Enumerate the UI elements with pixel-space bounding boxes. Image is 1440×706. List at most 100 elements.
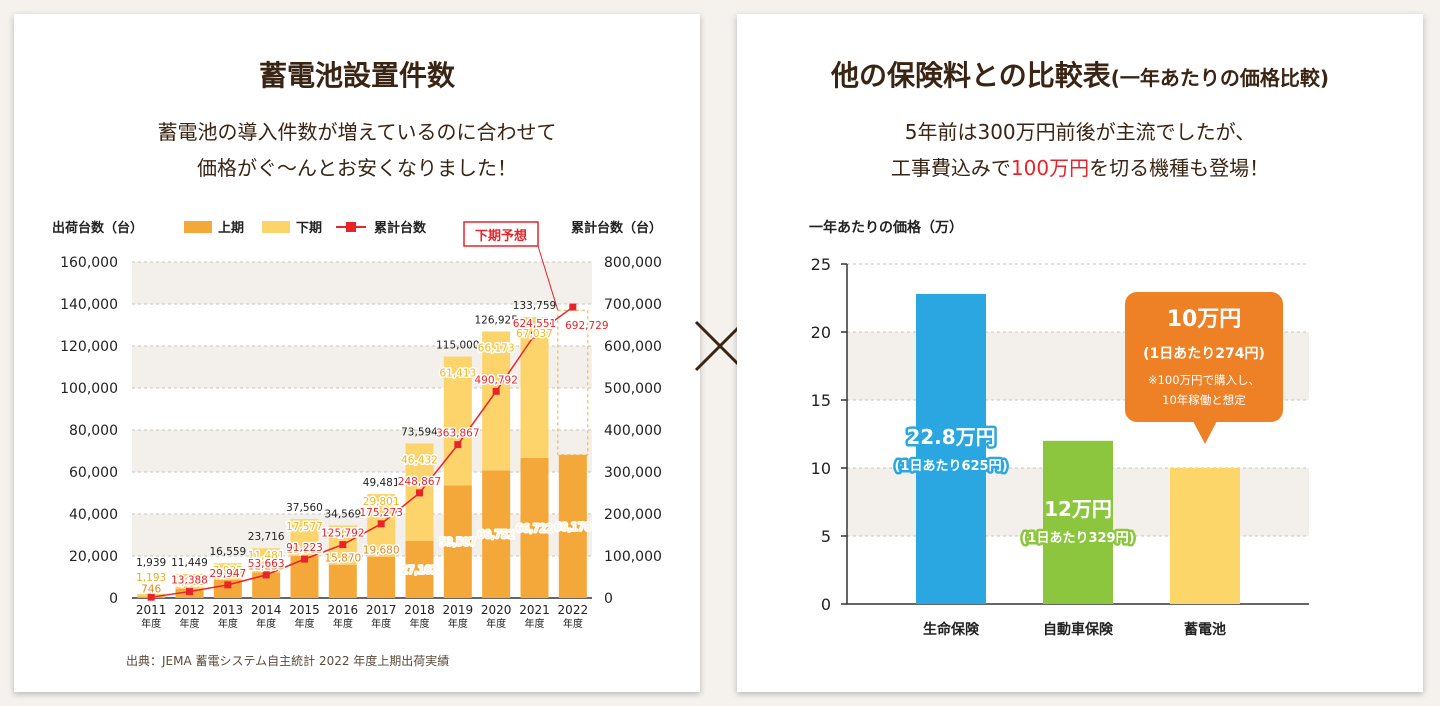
x-tick-label: 2018 xyxy=(404,603,435,617)
data-label-cumulative: 363,867 xyxy=(436,428,479,440)
data-label-total: 34,569 xyxy=(324,508,361,520)
data-label-first-half: 15,870 xyxy=(324,553,361,565)
grid-band xyxy=(132,430,592,472)
bar-second-half xyxy=(252,548,281,573)
data-label-second-half-halo: 11,481 xyxy=(248,550,285,562)
right-subtitle-2: 工事費込みで100万円を切る機種も登場！ xyxy=(737,150,1423,186)
data-label-first-half: 66,722 xyxy=(516,523,553,535)
data-label-second-half: 7,935 xyxy=(213,565,243,577)
x-tick-suffix: 年度 xyxy=(448,617,468,630)
data-label-first-half-halo: 19,983 xyxy=(286,544,323,556)
data-label-second-half: 17,577 xyxy=(286,521,323,533)
bar-label-sub-outline: (1日あたり329円) xyxy=(1021,531,1134,546)
legend-swatch-first-half xyxy=(184,221,212,233)
data-label-second-half-halo: 7,935 xyxy=(213,565,243,577)
data-label-first-half-halo: 746 xyxy=(141,583,161,595)
data-label-total: 16,559 xyxy=(209,546,246,558)
y-right-tick-label: 800,000 xyxy=(604,255,662,271)
data-label-cumulative-halo: 125,792 xyxy=(321,528,364,540)
right-subtitle-2-pre: 工事費込みで xyxy=(890,156,1011,180)
cumulative-point xyxy=(569,303,577,311)
x-tick-label: 2016 xyxy=(328,603,359,617)
bar-second-half xyxy=(290,519,319,557)
data-label-second-half: 61,413 xyxy=(439,368,476,380)
bar-first-half xyxy=(213,579,242,598)
data-label-first-half-halo: 12,235 xyxy=(248,560,285,572)
cumulative-point xyxy=(301,555,308,563)
data-label-second-half-halo: 46,432 xyxy=(401,454,438,466)
data-label-first-half: 53,587 xyxy=(439,537,476,549)
bar-second-half xyxy=(443,356,472,486)
data-label-first-half: 8,624 xyxy=(213,568,243,580)
data-label-first-half: 19,680 xyxy=(363,545,400,557)
data-label-second-half: 29,801 xyxy=(363,496,400,508)
data-label-first-half: 19,983 xyxy=(286,544,323,556)
y-tick-label: 20 xyxy=(811,323,831,342)
x-tick-label: 2020 xyxy=(481,603,512,617)
data-label-second-half: 1,193 xyxy=(136,572,166,584)
y-right-tick-label: 100,000 xyxy=(604,549,662,565)
bar-label-main: 12万円 xyxy=(1044,497,1112,521)
right-subtitle-1: 5年前は300万円前後が主流でしたが、 xyxy=(904,120,1256,144)
data-label-cumulative: 125,792 xyxy=(321,528,364,540)
y-left-tick-label: 40,000 xyxy=(69,507,118,523)
x-tick-label: 2011 xyxy=(136,603,167,617)
data-label-second-half-halo: 61,413 xyxy=(439,368,476,380)
grid-band xyxy=(132,262,592,304)
x-tick-suffix: 年度 xyxy=(295,617,315,630)
data-label-cumulative: 53,663 xyxy=(248,558,285,570)
cumulative-point xyxy=(186,588,193,596)
data-label-second-half: 7,001 xyxy=(174,576,204,588)
x-tick-suffix: 年度 xyxy=(256,617,276,630)
data-label-second-half-halo: 7,001 xyxy=(174,576,204,588)
data-label-cumulative-halo: 248,867 xyxy=(398,476,441,488)
y-left-axis-title: 出荷台数（台） xyxy=(52,220,143,236)
cumulative-point xyxy=(492,387,500,395)
data-label-second-half-halo: 67,037 xyxy=(516,328,553,340)
data-label-first-half: 746 xyxy=(141,583,161,595)
bar-first-half xyxy=(482,470,511,598)
x-tick-label: 蓄電池 xyxy=(1184,621,1226,638)
bar-label-sub: (1日あたり625円) xyxy=(894,459,1007,474)
x-tick-suffix: 年度 xyxy=(141,617,161,630)
x-tick-suffix: 年度 xyxy=(525,617,545,630)
grid-band xyxy=(132,346,592,388)
y-right-tick-label: 600,000 xyxy=(604,339,662,355)
right-subtitle-2-red: 100万円 xyxy=(1010,156,1090,180)
x-tick-label: 2014 xyxy=(251,603,282,617)
data-label-first-half-halo: 8,624 xyxy=(213,568,243,580)
data-label-cumulative-halo: 29,947 xyxy=(209,568,246,580)
data-label-first-half: 12,235 xyxy=(248,560,285,572)
y-right-tick-label: 700,000 xyxy=(604,297,662,313)
data-label-second-half: 11,481 xyxy=(248,550,285,562)
left-subtitle-1: 蓄電池の導入件数が増えているのに合わせて xyxy=(157,120,557,144)
right-panel: 他の保険料との比較表(一年あたりの価格比較) 5年前は300万円前後が主流でした… xyxy=(737,14,1423,692)
data-label-first-half: 60,752 xyxy=(478,529,515,541)
data-label-first-half-halo: 19,680 xyxy=(363,545,400,557)
x-tick-suffix: 年度 xyxy=(218,617,238,630)
cumulative-point xyxy=(147,593,155,601)
data-label-first-half: 4,448 xyxy=(174,577,204,589)
data-label-total: 73,594 xyxy=(401,426,438,438)
bar-second-half xyxy=(175,573,204,589)
data-label-second-half-halo: 18,699 xyxy=(324,527,361,539)
cumulative-point xyxy=(262,571,270,579)
cumulative-point xyxy=(531,331,538,339)
cumulative-point xyxy=(339,541,347,549)
right-subtitle-2-post: を切る機種も登場！ xyxy=(1089,156,1270,180)
callout-main: 10万円 xyxy=(1167,307,1242,332)
bar xyxy=(916,293,986,604)
y-tick-label: 15 xyxy=(811,391,831,410)
data-label-second-half-halo: 29,801 xyxy=(363,496,400,508)
data-label-cumulative-halo: 91,223 xyxy=(286,542,323,554)
y-right-tick-label: 0 xyxy=(604,591,613,607)
data-label-first-half-halo: 27,162 xyxy=(401,564,438,576)
data-label-total: 11,449 xyxy=(171,557,208,569)
right-title-sub: (一年あたりの価格比較) xyxy=(1110,66,1329,90)
data-label-total: 1,939 xyxy=(136,557,166,569)
data-label-first-half: 68,178 xyxy=(554,521,591,533)
data-label-first-half: 27,162 xyxy=(401,564,438,576)
x-tick-label: 2013 xyxy=(213,603,244,617)
bar-first-half xyxy=(558,454,587,598)
data-label-cumulative: 248,867 xyxy=(398,476,441,488)
